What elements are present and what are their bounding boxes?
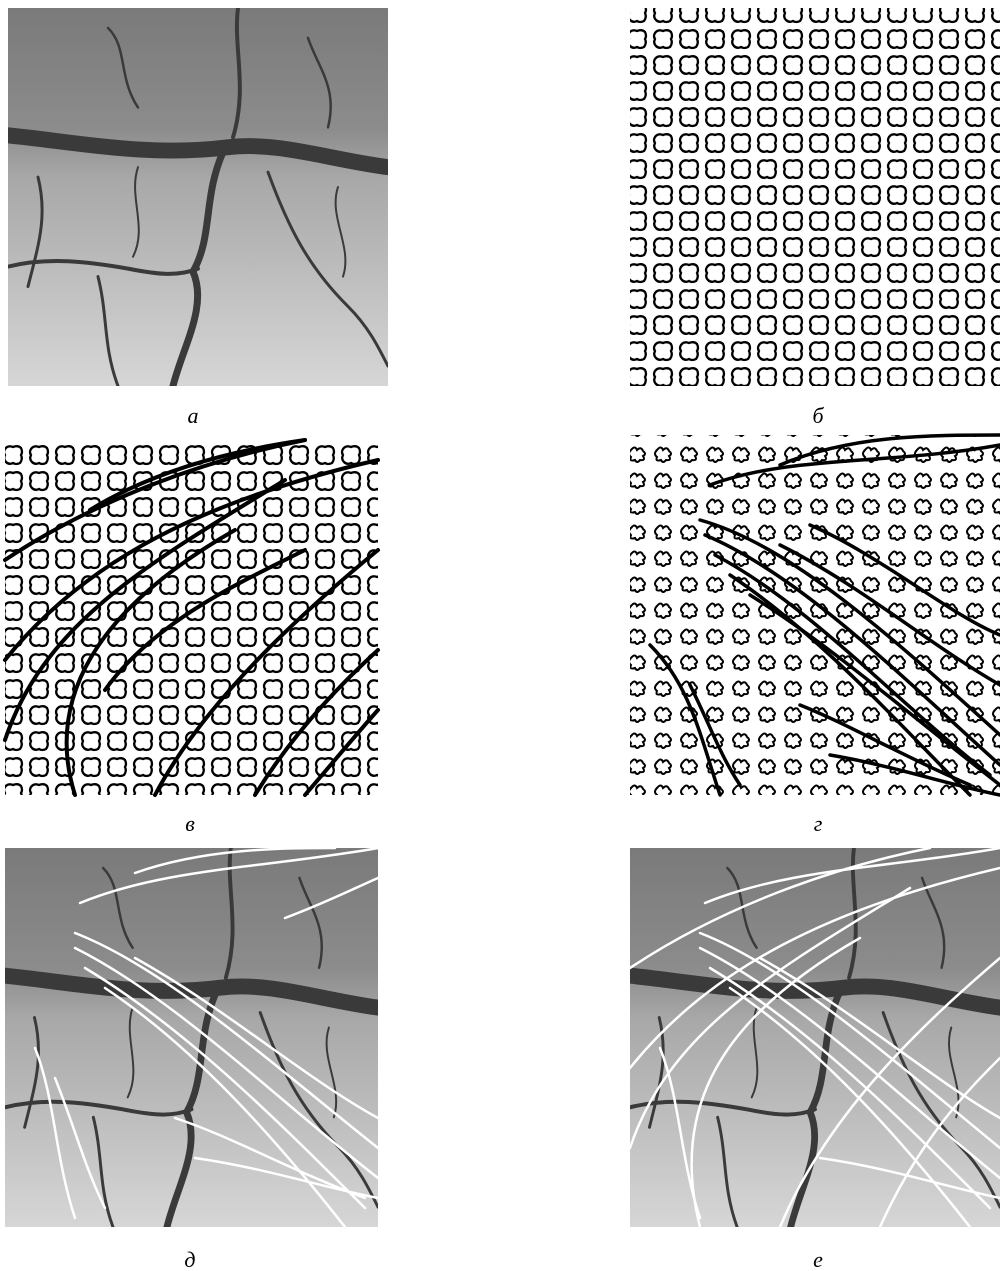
- lineament-panel: [5, 440, 378, 795]
- terrain-map: [630, 848, 1000, 1227]
- contour-grid: [630, 8, 1000, 386]
- panel-label: в: [185, 811, 195, 836]
- panel-label: д: [184, 1247, 195, 1271]
- lineament-panel: [630, 435, 1000, 795]
- figure: а б в: [0, 0, 1000, 1271]
- panel-label: а: [188, 403, 199, 428]
- terrain-map: [8, 8, 388, 386]
- panel-label: г: [814, 811, 823, 836]
- page: а б в: [0, 0, 1000, 1271]
- panel-label: б: [812, 403, 824, 428]
- terrain-map: [5, 848, 378, 1227]
- contour-grid: [5, 440, 378, 795]
- panel-label: е: [813, 1247, 823, 1271]
